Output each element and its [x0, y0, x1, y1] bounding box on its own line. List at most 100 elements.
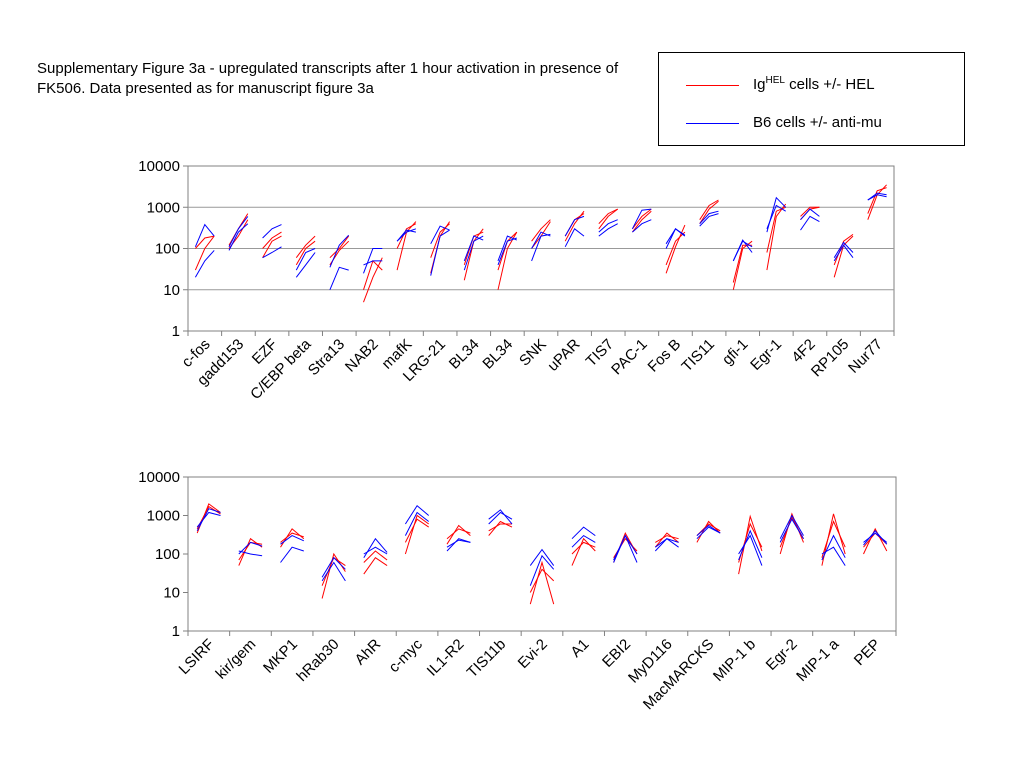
series-b6-3-line: [863, 530, 888, 546]
series-ig-1-line: [867, 187, 887, 214]
x-tick-label: A1: [567, 636, 592, 661]
series-b6-2-line: [800, 215, 820, 231]
legend-label-ig-hel: IgHEL cells +/- HEL: [753, 75, 875, 94]
legend-label-ig-sup: HEL: [765, 75, 785, 86]
series-b6-2-line: [531, 233, 551, 262]
series-b6-2-line: [833, 244, 854, 262]
series-b6-2-line: [632, 219, 652, 233]
x-tick-label: EBI2: [599, 636, 634, 671]
x-tick-label: uPAR: [545, 336, 584, 375]
series-b6-2-line: [463, 235, 484, 271]
series-b6-3-line: [238, 541, 263, 555]
legend: IgHEL cells +/- HEL B6 cells +/- anti-mu: [658, 52, 965, 146]
series-ig-1-line: [833, 233, 854, 266]
legend-swatch-red: [686, 85, 739, 86]
series-ig-1-line: [329, 235, 350, 259]
x-tick-label: LSIRF: [176, 636, 218, 678]
x-tick-label: Egr-2: [763, 636, 801, 674]
series-b6-3-line: [564, 215, 585, 237]
y-tick-label: 10: [163, 585, 180, 602]
series-b6-2-line: [699, 213, 719, 227]
series-b6-3-line: [732, 240, 753, 262]
series-b6-3-line: [655, 538, 679, 548]
legend-label-ig-rest: cells +/- HEL: [784, 76, 875, 93]
series-b6-3-line: [194, 223, 215, 247]
y-tick-label: 100: [155, 546, 180, 563]
series-ig-0-line: [195, 235, 215, 249]
series-b6-2-line: [571, 526, 596, 540]
series-ig-1-line: [665, 231, 686, 266]
series-b6-2-line: [404, 504, 430, 525]
x-tick-label: Nur77: [845, 336, 886, 377]
series-ig-1-line: [766, 206, 786, 253]
x-tick-label: AhR: [352, 636, 385, 669]
series-b6-3-line: [867, 192, 887, 201]
x-tick-label: c-myc: [386, 635, 427, 676]
series-ig-1-line: [699, 199, 719, 220]
series-ig-0-line: [529, 560, 555, 605]
legend-entry-ig-hel: IgHEL cells +/- HEL: [659, 75, 964, 99]
x-tick-label: TIS11b: [464, 636, 509, 681]
series-b6-3-line: [295, 248, 316, 271]
series-ig-0-line: [598, 208, 619, 230]
series-b6-2-line: [295, 252, 316, 278]
series-ig-0-line: [497, 231, 518, 290]
series-ig-1-line: [571, 541, 596, 555]
x-tick-label: MIP-1 b: [710, 636, 759, 685]
series-ig-1-line: [363, 550, 388, 563]
x-tick-label: Stra13: [305, 336, 348, 379]
series-ig-1-line: [632, 208, 652, 230]
series-ig-0-line: [732, 240, 753, 290]
series-ig-1-line: [529, 568, 555, 593]
x-tick-label: gfi-1: [719, 336, 752, 369]
x-tick-label: Evi-2: [515, 636, 551, 672]
series-b6-2-line: [598, 223, 618, 237]
x-tick-label: NAB2: [342, 336, 382, 376]
series-b6-2-line: [779, 514, 804, 539]
x-tick-label: PAC-1: [608, 336, 650, 378]
y-tick-label: 1: [172, 623, 180, 640]
series-b6-3-line: [321, 556, 346, 578]
series-ig-1-line: [800, 206, 820, 217]
series-b6-2-line: [238, 550, 263, 557]
series-b6-2-line: [738, 534, 763, 566]
series-b6-3-line: [613, 534, 638, 561]
series-ig-0-line: [654, 532, 679, 548]
plot-area-frame: [187, 476, 897, 632]
series-ig-0-line: [280, 528, 305, 548]
series-b6-2-line: [194, 250, 215, 278]
series-b6-2-line: [363, 537, 388, 558]
series-b6-3-line: [766, 204, 786, 229]
series-ig-1-line: [262, 235, 282, 258]
series-ig-1-line: [280, 532, 304, 543]
series-ig-0-line: [446, 524, 471, 545]
y-tick-label: 10000: [138, 158, 180, 175]
series-b6-3-line: [531, 231, 551, 249]
x-tick-label: C/EBP beta: [247, 335, 315, 403]
series-ig-0-line: [488, 520, 513, 536]
series-b6-3-line: [280, 535, 305, 545]
series-b6-3-line: [699, 210, 719, 225]
series-b6-3-line: [396, 229, 417, 242]
series-b6-2-line: [321, 561, 346, 582]
series-b6-3-line: [800, 208, 820, 221]
series-b6-3-line: [463, 235, 484, 262]
series-b6-2-line: [766, 196, 787, 233]
series-b6-2-line: [196, 511, 221, 528]
y-tick-label: 1000: [147, 199, 180, 216]
series-ig-0-line: [665, 224, 686, 274]
series-ig-0-line: [766, 203, 787, 271]
series-ig-0-line: [699, 200, 719, 224]
series-b6-2-line: [262, 246, 282, 259]
series-b6-2-line: [430, 229, 450, 276]
series-ig-1-line: [404, 518, 429, 543]
x-tick-label: PEP: [851, 636, 884, 669]
series-ig-0-line: [867, 184, 887, 220]
series-ig-0-line: [363, 257, 383, 303]
x-tick-label: TIS11: [678, 336, 718, 376]
series-b6-3-line: [363, 260, 383, 266]
series-b6-3-line: [446, 539, 471, 548]
series-ig-0-line: [295, 240, 316, 266]
